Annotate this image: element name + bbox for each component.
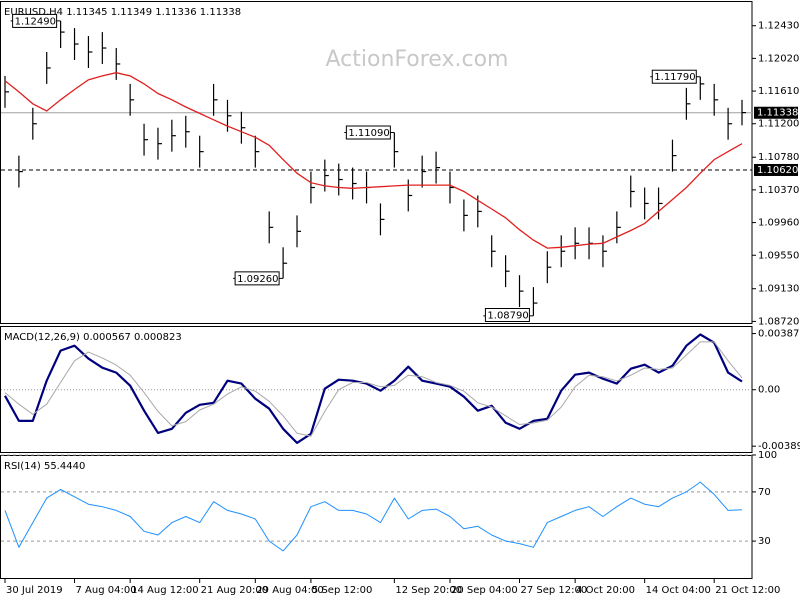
panel-title: EURUSD,H4 1.11345 1.11349 1.11336 1.1133… [4, 7, 241, 18]
x-tick-label: 4 Oct 20:00 [576, 585, 635, 596]
annotation-label: 1.11790 [654, 72, 695, 83]
y-tick-label: 1.11200 [758, 119, 799, 130]
indicator-line [4, 333, 743, 444]
annotation-label: 1.11090 [348, 128, 389, 139]
x-tick-label: 20 Sep 04:00 [451, 585, 518, 596]
y-tick-label: 1.09960 [758, 218, 799, 229]
panel-frame [0, 1, 753, 324]
y-tick-label: 1.09130 [758, 284, 799, 295]
y-tick-label: 1.12020 [758, 53, 799, 64]
panel-frame [0, 455, 753, 579]
x-tick-label: 27 Sep 12:00 [521, 585, 588, 596]
annotation-box [345, 125, 391, 140]
y-tick-label: 0.00 [758, 385, 780, 396]
y-tick-label: 0.003876 [758, 329, 800, 340]
y-tick-label: 1.08720 [758, 316, 799, 327]
y-tick-label: -0.003899 [758, 441, 800, 452]
x-tick-label: 30 Jul 2019 [6, 585, 63, 596]
x-tick-label: 12 Sep 20:00 [395, 585, 462, 596]
panel-title: RSI(14) 55.4440 [4, 461, 85, 472]
indicator-line [4, 481, 743, 552]
x-tick-label: 21 Aug 20:00 [201, 585, 268, 596]
x-tick-label: 14 Oct 04:00 [646, 585, 711, 596]
price-level-box [754, 106, 798, 119]
annotation-label: 1.12490 [15, 16, 56, 27]
y-tick-label: 1.11610 [758, 86, 799, 97]
annotation-box [484, 308, 530, 322]
price-level-box [754, 163, 798, 176]
price-level-label: 1.11338 [757, 108, 798, 119]
x-tick-label: 14 Aug 12:00 [131, 585, 198, 596]
x-tick-label: 29 Aug 04:00 [256, 585, 323, 596]
watermark: ActionForex.com [326, 47, 509, 72]
y-tick-label: 70 [758, 487, 771, 498]
panel-title: MACD(12,26,9) 0.000567 0.000823 [4, 332, 182, 343]
y-tick-label: 100 [758, 450, 777, 461]
annotation-label: 1.09260 [237, 274, 278, 285]
x-tick-label: 5 Sep 12:00 [312, 585, 372, 596]
annotation-box [234, 271, 280, 286]
annotation-box [651, 69, 697, 84]
annotation-box [12, 13, 58, 28]
y-tick-label: 1.10780 [758, 152, 799, 163]
x-tick-label: 7 Aug 04:00 [76, 585, 137, 596]
y-tick-label: 1.10370 [758, 185, 799, 196]
x-tick-label: 21 Oct 12:00 [715, 585, 780, 596]
annotation-label: 1.08790 [487, 311, 528, 322]
y-tick-label: 1.09550 [758, 250, 799, 261]
indicator-line [4, 341, 743, 437]
price-level-label: 1.10620 [757, 165, 798, 176]
y-tick-label: 1.12430 [758, 21, 799, 32]
moving-average [4, 72, 743, 249]
y-tick-label: 30 [758, 536, 771, 547]
